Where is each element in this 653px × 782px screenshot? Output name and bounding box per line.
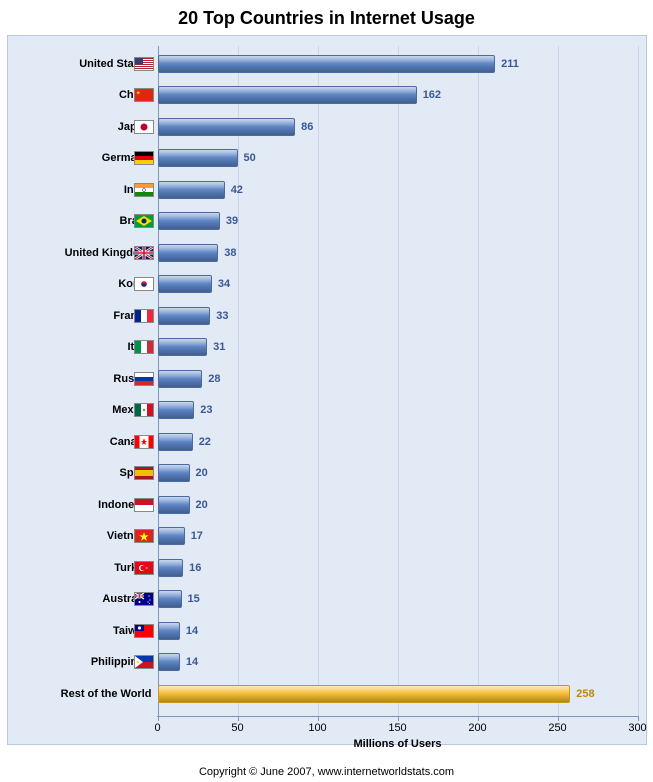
flag-icon <box>134 529 154 543</box>
bar <box>158 559 184 577</box>
bar-value: 20 <box>196 467 208 479</box>
bar <box>158 527 185 545</box>
bar <box>158 685 571 703</box>
bar <box>158 149 238 167</box>
bar <box>158 55 496 73</box>
flag-icon <box>134 372 154 386</box>
bar <box>158 118 296 136</box>
flag-icon <box>134 277 154 291</box>
bar-row: United Kingdom38 <box>8 237 646 269</box>
bar <box>158 181 225 199</box>
x-tick-label: 250 <box>548 722 566 734</box>
bar-value: 86 <box>301 121 313 133</box>
bar-row: Vietnam17 <box>8 521 646 553</box>
flag-icon <box>134 403 154 417</box>
flag-icon <box>134 214 154 228</box>
bar-row: Germany50 <box>8 143 646 175</box>
bar-value: 20 <box>196 499 208 511</box>
bar-value: 211 <box>501 58 519 70</box>
bar-row: Rest of the World 258 <box>8 678 646 710</box>
bar-value: 38 <box>224 247 236 259</box>
x-tick-label: 100 <box>308 722 326 734</box>
bar-row: Russia28 <box>8 363 646 395</box>
flag-icon <box>134 592 154 606</box>
bar-row: France33 <box>8 300 646 332</box>
chart-title: 20 Top Countries in Internet Usage <box>0 0 653 35</box>
flag-icon <box>134 57 154 71</box>
bar-value: 28 <box>208 373 220 385</box>
flag-icon <box>134 340 154 354</box>
bar-value: 39 <box>226 215 238 227</box>
bar-row: Turkey16 <box>8 552 646 584</box>
bar-row: United States211 <box>8 48 646 80</box>
bar-value: 50 <box>244 152 256 164</box>
bar-row: Indonesia20 <box>8 489 646 521</box>
bar-value: 22 <box>199 436 211 448</box>
bar-value: 17 <box>191 530 203 542</box>
country-label: Rest of the World <box>42 688 158 700</box>
bar <box>158 370 203 388</box>
flag-icon <box>134 120 154 134</box>
bar <box>158 212 220 230</box>
flag-icon <box>134 466 154 480</box>
flag-icon <box>134 655 154 669</box>
flag-icon <box>134 435 154 449</box>
x-axis-label: Millions of Users <box>353 738 441 750</box>
flag-icon <box>134 151 154 165</box>
bar-value: 258 <box>576 688 594 700</box>
bar-row: China162 <box>8 80 646 112</box>
bar <box>158 244 219 262</box>
bar <box>158 433 193 451</box>
bar-value: 31 <box>213 341 225 353</box>
x-axis <box>157 716 639 717</box>
bar-value: 162 <box>423 89 441 101</box>
bar-row: Korea34 <box>8 269 646 301</box>
x-tick-label: 0 <box>154 722 160 734</box>
bar-row: Japan86 <box>8 111 646 143</box>
bar-row: Italy31 <box>8 332 646 364</box>
x-tick-label: 300 <box>628 722 646 734</box>
bar <box>158 464 190 482</box>
x-tick-label: 150 <box>388 722 406 734</box>
flag-icon <box>134 88 154 102</box>
bar-value: 42 <box>231 184 243 196</box>
chart-container: 050100150200250300Millions of Users Unit… <box>7 35 647 745</box>
footer-text: Copyright © June 2007, www.internetworld… <box>0 766 653 778</box>
flag-icon <box>134 246 154 260</box>
x-tick-label: 200 <box>468 722 486 734</box>
bar <box>158 590 182 608</box>
bar-row: Brazil39 <box>8 206 646 238</box>
bar-value: 23 <box>200 404 212 416</box>
bar-row: Canada22 <box>8 426 646 458</box>
flag-icon <box>134 183 154 197</box>
flag-icon <box>134 498 154 512</box>
bar-value: 16 <box>189 562 201 574</box>
flag-icon <box>134 561 154 575</box>
bar <box>158 653 180 671</box>
bar-row: Taiwan14 <box>8 615 646 647</box>
bar-row: India42 <box>8 174 646 206</box>
bar-value: 15 <box>188 593 200 605</box>
bar <box>158 86 417 104</box>
bar <box>158 338 208 356</box>
flag-icon <box>134 624 154 638</box>
bar-row: Mexico23 <box>8 395 646 427</box>
bar-value: 14 <box>186 625 198 637</box>
bar-value: 14 <box>186 656 198 668</box>
bar-row: Spain20 <box>8 458 646 490</box>
bar <box>158 275 212 293</box>
bar-row: Philippines14 <box>8 647 646 679</box>
bar-value: 34 <box>218 278 230 290</box>
bar <box>158 307 211 325</box>
bar <box>158 622 180 640</box>
bar-row: Australia15 <box>8 584 646 616</box>
x-tick-label: 50 <box>231 722 243 734</box>
bar <box>158 496 190 514</box>
flag-icon <box>134 309 154 323</box>
bar <box>158 401 195 419</box>
bar-value: 33 <box>216 310 228 322</box>
